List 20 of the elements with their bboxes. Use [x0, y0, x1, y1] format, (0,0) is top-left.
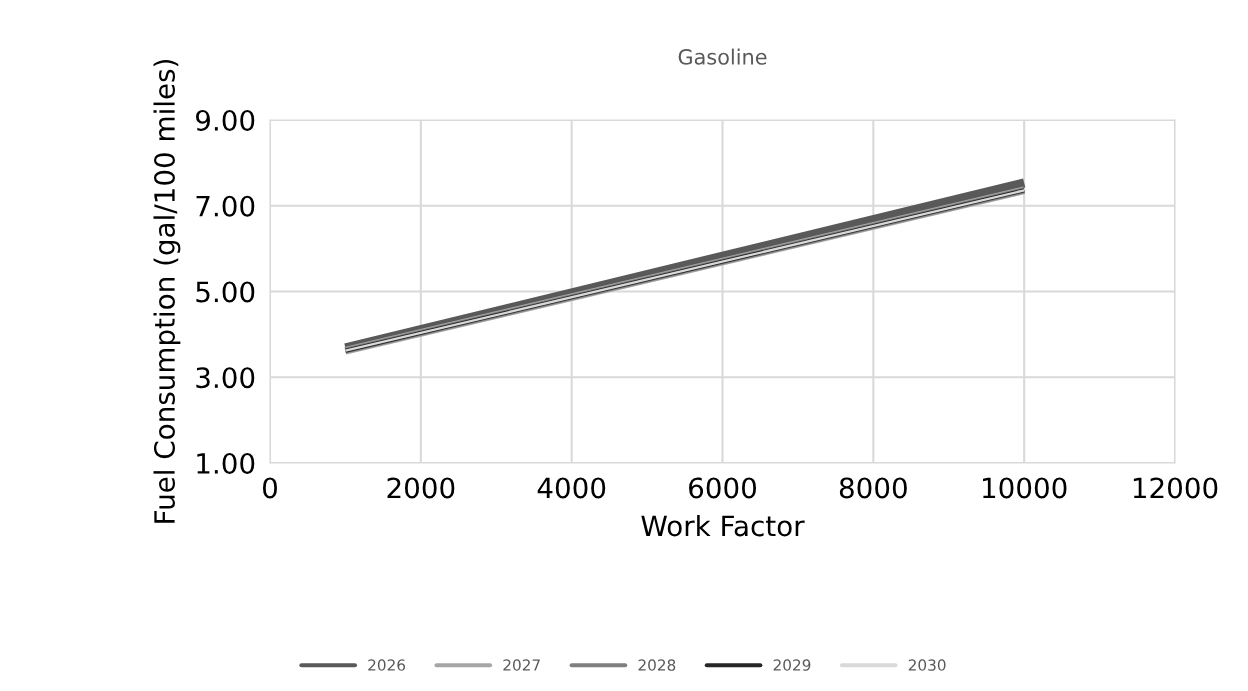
- x-tick-label: 0: [262, 477, 277, 499]
- y-tick-label: 1.00: [197, 452, 255, 474]
- legend-label: 2030: [908, 659, 946, 671]
- legend-label: 2029: [773, 659, 811, 671]
- x-tick-label: 4000: [537, 477, 606, 499]
- y-tick-label: 9.00: [196, 109, 255, 131]
- legend-label: 2026: [368, 659, 406, 671]
- y-axis-title: Fuel Consumption (gal/100 miles): [153, 59, 181, 523]
- chart-title: Gasoline: [678, 48, 767, 65]
- x-tick-label: 12000: [1133, 477, 1218, 499]
- x-tick-label: 2000: [387, 477, 455, 499]
- legend-label: 2028: [638, 659, 676, 671]
- y-tick-label: 7.00: [196, 195, 255, 217]
- legend-label: 2027: [503, 659, 540, 671]
- x-tick-label: 8000: [839, 477, 907, 499]
- y-tick-label: 3.00: [196, 367, 255, 389]
- y-tick-label: 5.00: [196, 281, 255, 303]
- x-tick-label: 6000: [689, 477, 756, 499]
- x-axis-title: Work Factor: [641, 514, 805, 537]
- x-tick-label: 10000: [983, 477, 1067, 499]
